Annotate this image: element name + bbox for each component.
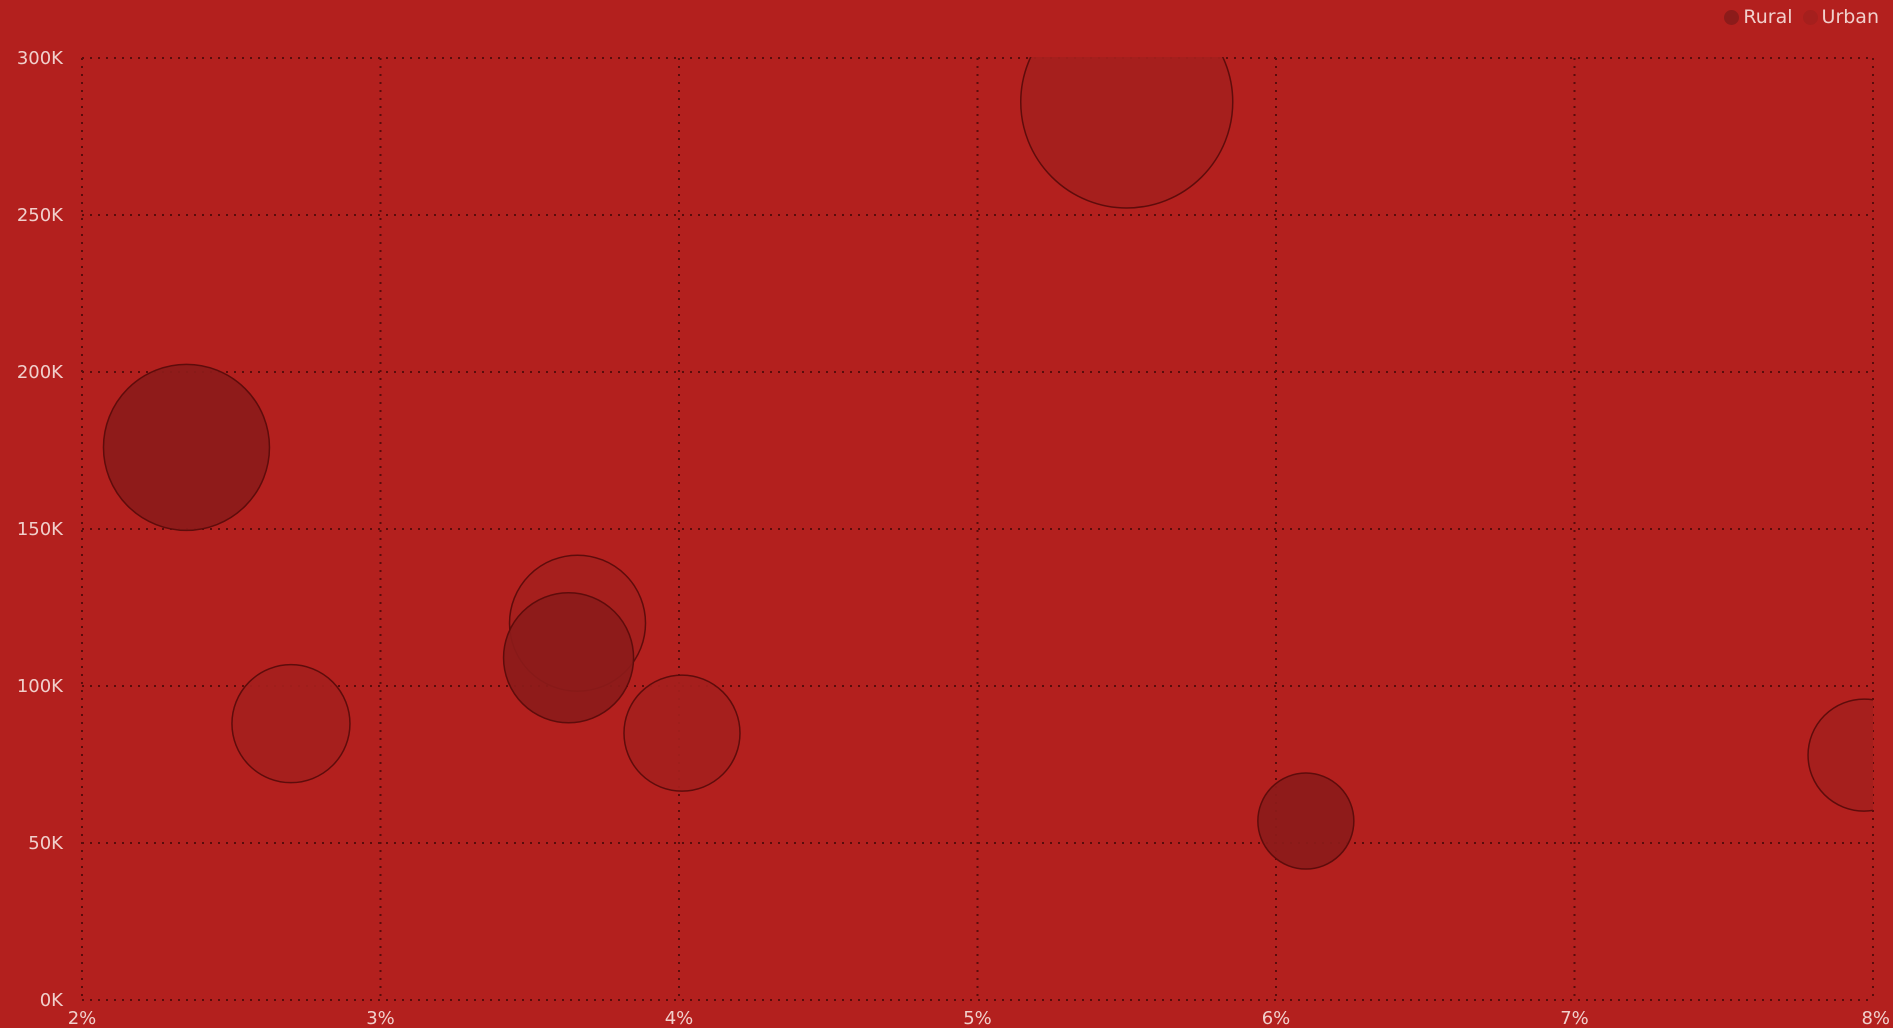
- x-tick-label: 7%: [1560, 1008, 1589, 1028]
- bubble-rural[interactable]: [102, 363, 271, 532]
- y-tick-label: 250K: [17, 205, 64, 226]
- legend: Rural Urban: [1724, 6, 1879, 28]
- bubble-urban[interactable]: [1020, 0, 1234, 209]
- x-tick-label: 2%: [68, 1008, 97, 1028]
- urban-swatch-icon: [1802, 9, 1818, 25]
- legend-label-urban: Urban: [1821, 6, 1879, 28]
- bubble-rural[interactable]: [502, 591, 635, 724]
- x-tick-label: 5%: [963, 1008, 992, 1028]
- y-tick-label: 300K: [17, 48, 64, 69]
- bubbles: [102, 0, 1893, 870]
- rural-swatch-icon: [1724, 9, 1740, 25]
- legend-item-urban[interactable]: Urban: [1802, 6, 1879, 28]
- y-tick-label: 150K: [17, 519, 64, 540]
- y-tick-label: 0K: [40, 990, 64, 1011]
- x-tick-label: 3%: [366, 1008, 395, 1028]
- legend-label-rural: Rural: [1743, 6, 1793, 28]
- x-tick-label: 8%: [1861, 1008, 1890, 1028]
- bubble-urban[interactable]: [623, 674, 741, 792]
- bubble-rural[interactable]: [1257, 772, 1355, 870]
- x-tick-label: 6%: [1262, 1008, 1291, 1028]
- y-tick-label: 200K: [17, 362, 64, 383]
- grid-lines: [81, 57, 1874, 1001]
- y-tick-label: 50K: [28, 833, 64, 854]
- bubble-urban[interactable]: [1807, 698, 1893, 812]
- legend-item-rural[interactable]: Rural: [1724, 6, 1793, 28]
- tick-labels: 0K 50K 100K 150K 200K 250K 300K 2% 3% 4% 5% 6% 7% 8%: [17, 48, 1890, 1028]
- x-tick-label: 4%: [665, 1008, 694, 1028]
- y-tick-label: 100K: [17, 676, 64, 697]
- bubble-urban[interactable]: [231, 663, 351, 784]
